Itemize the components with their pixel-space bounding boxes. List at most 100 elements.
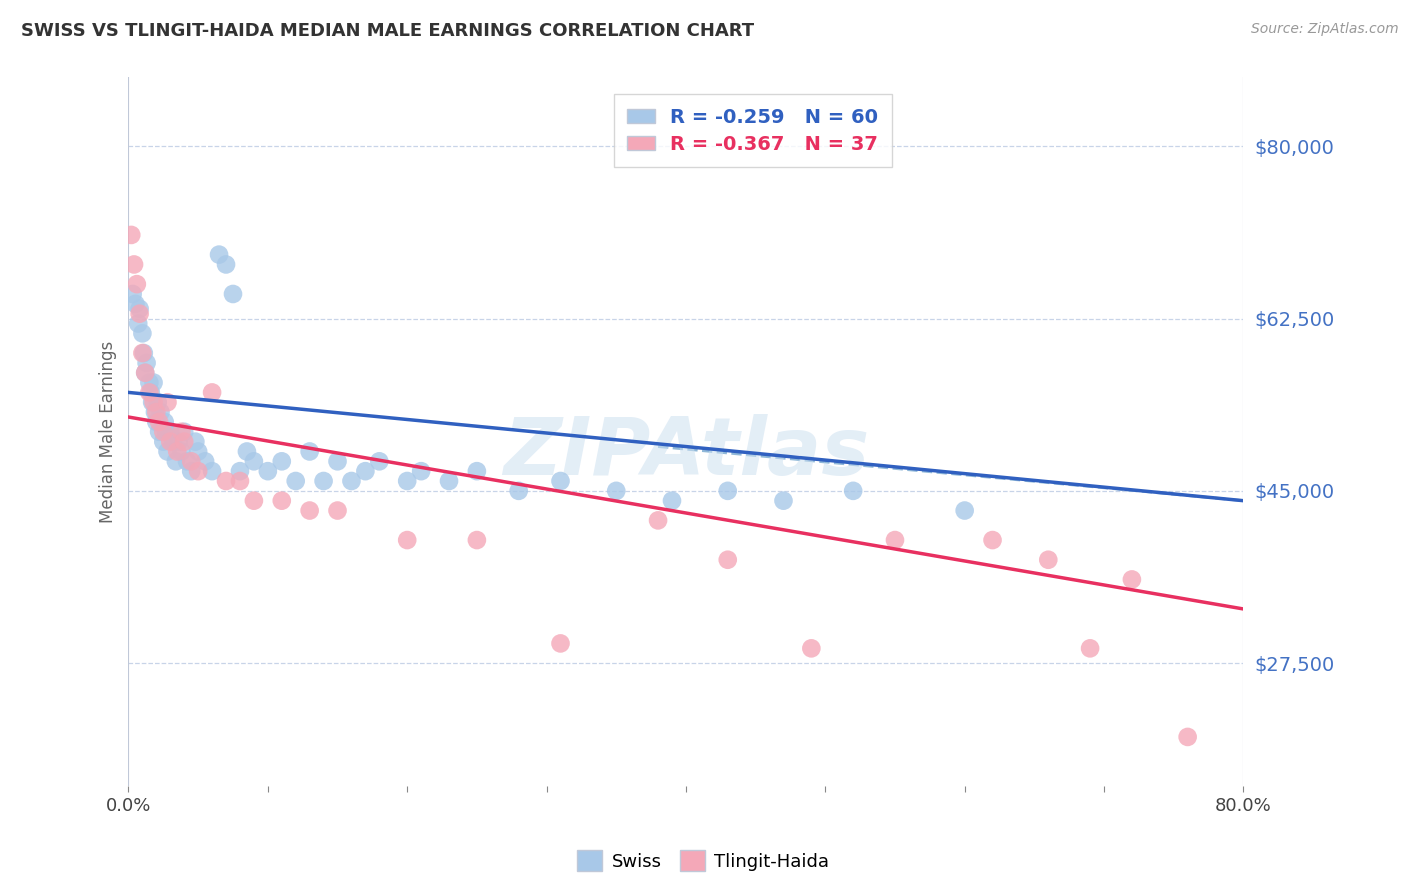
Point xyxy=(605,483,627,498)
Point xyxy=(148,415,170,429)
Point xyxy=(298,444,321,458)
Point xyxy=(152,434,174,449)
Point xyxy=(884,533,907,547)
Point xyxy=(156,444,179,458)
Point xyxy=(236,444,259,458)
Point xyxy=(981,533,1004,547)
Point xyxy=(354,464,377,478)
Point xyxy=(138,385,160,400)
Point xyxy=(135,356,157,370)
Point xyxy=(368,454,391,468)
Point xyxy=(1078,641,1101,656)
Point xyxy=(143,405,166,419)
Point xyxy=(1121,573,1143,587)
Legend: R = -0.259   N = 60, R = -0.367   N = 37: R = -0.259 N = 60, R = -0.367 N = 37 xyxy=(614,95,891,167)
Point xyxy=(298,503,321,517)
Point xyxy=(162,434,184,449)
Point xyxy=(139,385,162,400)
Point xyxy=(180,454,202,468)
Point xyxy=(215,474,238,488)
Point xyxy=(340,474,363,488)
Point xyxy=(717,553,740,567)
Point xyxy=(229,464,252,478)
Point xyxy=(465,464,488,478)
Legend: Swiss, Tlingit-Haida: Swiss, Tlingit-Haida xyxy=(569,843,837,879)
Point xyxy=(800,641,823,656)
Point xyxy=(173,425,195,439)
Point xyxy=(208,247,231,261)
Point xyxy=(284,474,307,488)
Point xyxy=(326,503,349,517)
Point xyxy=(127,317,149,331)
Text: SWISS VS TLINGIT-HAIDA MEDIAN MALE EARNINGS CORRELATION CHART: SWISS VS TLINGIT-HAIDA MEDIAN MALE EARNI… xyxy=(21,22,754,40)
Point xyxy=(142,395,165,409)
Point xyxy=(142,376,165,390)
Point xyxy=(165,454,187,468)
Point xyxy=(176,454,198,468)
Point xyxy=(270,493,292,508)
Point xyxy=(128,307,150,321)
Point xyxy=(170,444,193,458)
Point xyxy=(148,425,170,439)
Point xyxy=(128,301,150,316)
Point xyxy=(170,425,193,439)
Point xyxy=(1038,553,1060,567)
Point xyxy=(842,483,865,498)
Point xyxy=(124,297,146,311)
Point xyxy=(772,493,794,508)
Point xyxy=(131,326,153,341)
Point xyxy=(132,346,155,360)
Point xyxy=(194,454,217,468)
Point xyxy=(1177,730,1199,744)
Text: Source: ZipAtlas.com: Source: ZipAtlas.com xyxy=(1251,22,1399,37)
Point xyxy=(184,434,207,449)
Point xyxy=(187,444,209,458)
Point xyxy=(145,405,167,419)
Point xyxy=(215,257,238,271)
Point xyxy=(141,395,163,409)
Point xyxy=(152,425,174,439)
Point xyxy=(270,454,292,468)
Point xyxy=(396,474,419,488)
Point xyxy=(717,483,740,498)
Point xyxy=(159,434,181,449)
Point xyxy=(134,366,156,380)
Point xyxy=(243,493,266,508)
Point xyxy=(134,366,156,380)
Point xyxy=(229,474,252,488)
Point xyxy=(243,454,266,468)
Point xyxy=(647,513,669,527)
Point xyxy=(201,464,224,478)
Point xyxy=(661,493,683,508)
Point xyxy=(156,395,179,409)
Point xyxy=(326,454,349,468)
Point xyxy=(187,464,209,478)
Text: ZIPAtlas: ZIPAtlas xyxy=(503,414,869,492)
Point xyxy=(312,474,335,488)
Point xyxy=(396,533,419,547)
Point xyxy=(953,503,976,517)
Point xyxy=(125,277,148,292)
Point xyxy=(201,385,224,400)
Point xyxy=(153,415,176,429)
Point xyxy=(149,405,172,419)
Point xyxy=(550,636,572,650)
Point xyxy=(222,287,245,301)
Point xyxy=(173,434,195,449)
Point xyxy=(120,227,142,242)
Point xyxy=(145,415,167,429)
Y-axis label: Median Male Earnings: Median Male Earnings xyxy=(100,341,117,523)
Point xyxy=(159,425,181,439)
Point xyxy=(550,474,572,488)
Point xyxy=(166,444,188,458)
Point xyxy=(180,464,202,478)
Point xyxy=(465,533,488,547)
Point xyxy=(411,464,433,478)
Point xyxy=(121,287,143,301)
Point xyxy=(167,434,190,449)
Point xyxy=(138,376,160,390)
Point xyxy=(131,346,153,360)
Point xyxy=(122,257,145,271)
Point xyxy=(256,464,278,478)
Point xyxy=(146,395,169,409)
